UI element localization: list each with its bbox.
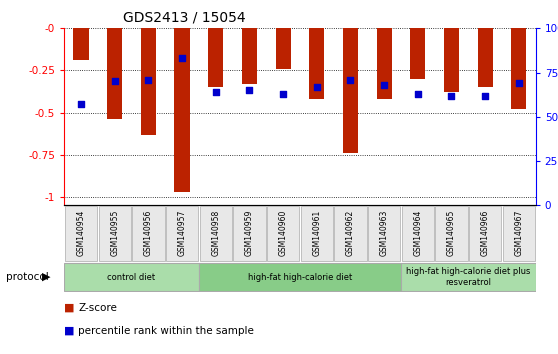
Bar (208, 28, 223, 87)
Text: GSM140954: GSM140954 (76, 209, 85, 256)
FancyBboxPatch shape (65, 206, 97, 261)
Text: GSM140967: GSM140967 (514, 209, 523, 256)
Point (346, 77, 355, 82)
Bar (309, 28, 324, 99)
Text: GSM140960: GSM140960 (278, 209, 287, 256)
Point (278, 91, 287, 97)
Text: GSM140962: GSM140962 (346, 209, 355, 256)
FancyBboxPatch shape (233, 206, 266, 261)
Point (76, 102, 85, 107)
Text: high-fat high-calorie diet: high-fat high-calorie diet (248, 273, 352, 281)
FancyBboxPatch shape (503, 206, 535, 261)
Text: GSM140961: GSM140961 (312, 209, 321, 256)
Point (514, 80, 523, 86)
Bar (107, 28, 122, 119)
Point (144, 77, 153, 82)
Text: GSM140965: GSM140965 (447, 209, 456, 256)
Point (110, 79, 119, 84)
Bar (74, 28, 89, 60)
Text: GSM140957: GSM140957 (177, 209, 186, 256)
Point (245, 87, 254, 93)
Text: ▶: ▶ (42, 272, 51, 282)
FancyBboxPatch shape (64, 263, 199, 291)
Point (447, 93, 456, 98)
Text: Z-score: Z-score (78, 303, 117, 313)
Bar (343, 28, 358, 153)
Text: ■: ■ (64, 326, 75, 336)
Point (480, 93, 489, 98)
Bar (276, 28, 291, 69)
FancyBboxPatch shape (469, 206, 501, 261)
Bar (141, 28, 156, 135)
Text: GSM140959: GSM140959 (245, 209, 254, 256)
FancyBboxPatch shape (301, 206, 333, 261)
Bar (410, 28, 425, 79)
FancyBboxPatch shape (267, 206, 299, 261)
Bar (377, 28, 392, 99)
FancyBboxPatch shape (334, 206, 367, 261)
Text: GSM140955: GSM140955 (110, 209, 119, 256)
FancyBboxPatch shape (166, 206, 198, 261)
Text: high-fat high-calorie diet plus
resveratrol: high-fat high-calorie diet plus resverat… (406, 267, 531, 287)
Text: GSM140966: GSM140966 (480, 209, 490, 256)
Point (413, 91, 422, 97)
Text: ■: ■ (64, 303, 75, 313)
Point (211, 89, 220, 95)
FancyBboxPatch shape (99, 206, 131, 261)
FancyBboxPatch shape (435, 206, 468, 261)
Text: control diet: control diet (108, 273, 156, 281)
FancyBboxPatch shape (401, 263, 536, 291)
Point (177, 56, 186, 61)
Bar (175, 28, 190, 192)
Text: GSM140956: GSM140956 (144, 209, 153, 256)
Text: GSM140958: GSM140958 (211, 209, 220, 256)
Bar (242, 28, 257, 84)
Bar (478, 28, 493, 87)
Bar (444, 28, 459, 92)
Text: GDS2413 / 15054: GDS2413 / 15054 (123, 11, 246, 25)
FancyBboxPatch shape (368, 206, 400, 261)
Text: GSM140963: GSM140963 (379, 209, 388, 256)
FancyBboxPatch shape (200, 206, 232, 261)
FancyBboxPatch shape (402, 206, 434, 261)
FancyBboxPatch shape (132, 206, 165, 261)
Text: percentile rank within the sample: percentile rank within the sample (78, 326, 254, 336)
Text: protocol: protocol (6, 272, 49, 282)
Point (379, 82, 388, 88)
FancyBboxPatch shape (199, 263, 401, 291)
Text: GSM140964: GSM140964 (413, 209, 422, 256)
Point (312, 84, 321, 90)
Bar (511, 28, 526, 109)
